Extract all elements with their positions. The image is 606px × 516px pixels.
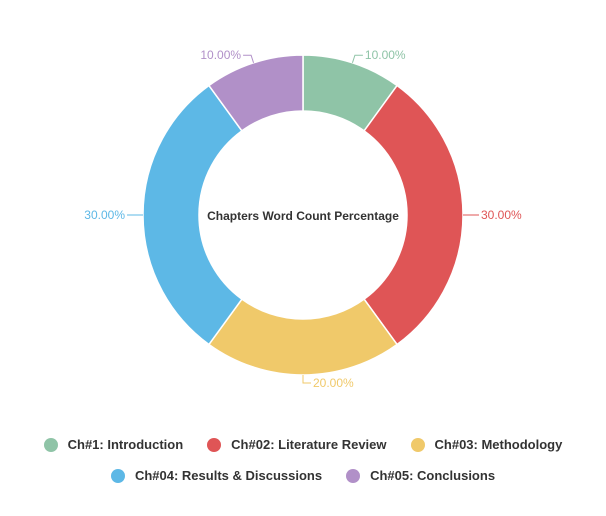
legend-row-1: Ch#1: Introduction Ch#02: Literature Rev…: [0, 437, 606, 452]
leader-line-introduction: [352, 55, 362, 63]
legend-swatch: [346, 469, 360, 483]
legend-item-conclusions[interactable]: Ch#05: Conclusions: [346, 468, 495, 483]
data-label-results-discussions: 30.00%: [84, 208, 125, 222]
legend-item-results-discussions[interactable]: Ch#04: Results & Discussions: [111, 468, 322, 483]
legend-item-literature-review[interactable]: Ch#02: Literature Review: [207, 437, 386, 452]
legend-label: Ch#03: Methodology: [435, 437, 563, 452]
data-label-conclusions: 10.00%: [200, 48, 241, 62]
data-label-literature-review: 30.00%: [481, 208, 522, 222]
legend-label: Ch#05: Conclusions: [370, 468, 495, 483]
legend-swatch: [411, 438, 425, 452]
donut-chart: 10.00% 30.00% 20.00% 30.00% 10.00% Chapters …: [0, 0, 606, 420]
legend-swatch: [207, 438, 221, 452]
chart-title: Chapters Word Count Percentage: [207, 209, 399, 223]
legend-row-2: Ch#04: Results & Discussions Ch#05: Conc…: [0, 468, 606, 483]
legend-item-methodology[interactable]: Ch#03: Methodology: [411, 437, 563, 452]
legend-label: Ch#02: Literature Review: [231, 437, 386, 452]
slice-methodology[interactable]: [209, 299, 397, 375]
legend-label: Ch#1: Introduction: [68, 437, 184, 452]
legend-swatch: [44, 438, 58, 452]
data-label-introduction: 10.00%: [365, 48, 406, 62]
legend-label: Ch#04: Results & Discussions: [135, 468, 322, 483]
legend-item-introduction[interactable]: Ch#1: Introduction: [44, 437, 184, 452]
data-label-methodology: 20.00%: [313, 376, 354, 390]
legend-swatch: [111, 469, 125, 483]
leader-line-conclusions: [243, 55, 253, 63]
leader-line-methodology: [303, 375, 311, 383]
